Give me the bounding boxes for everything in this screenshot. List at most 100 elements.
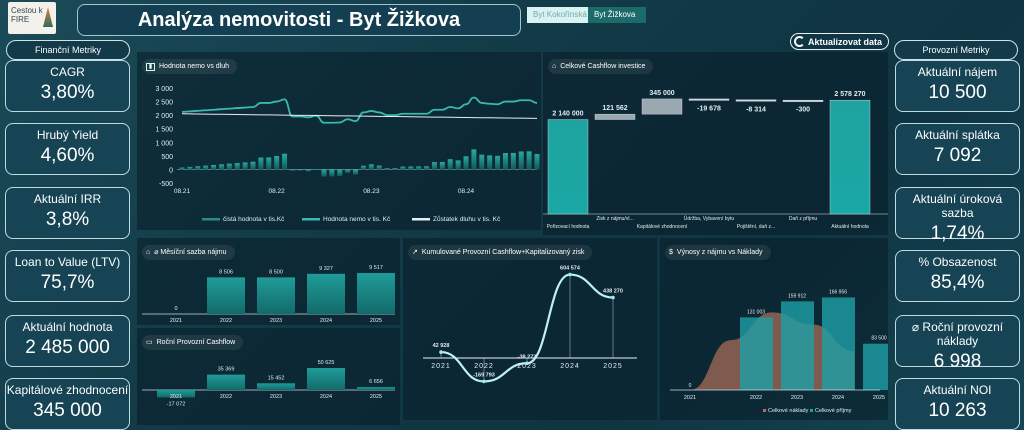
data-label: -38 273 <box>518 354 537 360</box>
net-value-bar <box>345 169 351 173</box>
tab-byt-kokorinska[interactable]: Byt Kokořínská <box>527 7 593 23</box>
metric-value: 10 263 <box>928 400 987 421</box>
y-tick-label: 500 <box>161 154 173 161</box>
data-label: -17 072 <box>167 401 186 407</box>
data-label: 42 928 <box>433 343 450 349</box>
net-value-bar <box>218 164 224 170</box>
category-label: 2023 <box>791 395 803 401</box>
net-value-bar <box>408 166 414 170</box>
metric-card: Aktuální nájem 10 500 <box>895 60 1020 112</box>
metric-card: Aktuální NOI 10 263 <box>895 378 1020 430</box>
data-label: 345 000 <box>649 90 674 97</box>
net-value-bar <box>289 169 295 171</box>
data-label: -8 314 <box>746 106 766 113</box>
net-value-bar <box>479 154 485 170</box>
category-label: Pojištění, daň z... <box>737 224 775 230</box>
x-tick-label: 08.22 <box>269 188 286 195</box>
title-text: Roční Provozní Cashflow <box>156 339 236 346</box>
panel-title: ▮ Hodnota nemo vs dluh <box>142 59 238 74</box>
bar <box>157 390 195 398</box>
metric-value: 2 485 000 <box>25 337 110 358</box>
metric-value: 10 500 <box>928 82 987 103</box>
cash-icon: ▭ <box>146 339 153 346</box>
waterfall-bar <box>688 98 730 101</box>
waterfall-bar <box>547 119 589 215</box>
category-label: 2022 <box>474 363 494 370</box>
data-label: 0 <box>689 383 692 389</box>
data-point <box>611 295 615 300</box>
metric-card: CAGR 3,80% <box>5 60 130 112</box>
tab-byt-zizkova[interactable]: Byt Žižkova <box>588 7 646 23</box>
data-label: -169 793 <box>473 372 495 378</box>
net-value-bar <box>226 163 232 170</box>
net-value-bar <box>384 168 390 170</box>
bar-chart-icon: ▮ <box>146 62 155 71</box>
data-label: -19 678 <box>697 105 721 112</box>
metric-label: Kapitálové zhodnocení <box>6 383 129 397</box>
data-point <box>568 272 572 277</box>
cashflow-panel: ▭ Roční Provozní Cashflow -17 072 2021 35 3… <box>137 328 400 425</box>
net-value-bar <box>439 161 445 170</box>
metric-value: 345 000 <box>33 400 102 421</box>
bar <box>207 374 245 390</box>
legend-label: čistá hodnota v tis.Kč <box>223 216 285 223</box>
debt-balance-line <box>181 113 538 119</box>
rent-panel: ⌂ ⌀ Měsíční sazba nájmu 0 2021 8 506 2022 8 5… <box>137 238 400 325</box>
net-value-bar <box>337 169 343 177</box>
net-value-bar <box>305 169 311 172</box>
line-chart-icon: ↗ <box>412 249 418 256</box>
data-label: 50 625 <box>318 360 335 366</box>
refresh-data-button[interactable]: Aktualizovat data <box>790 33 890 50</box>
data-label: 131 003 <box>747 309 765 315</box>
metric-label: CAGR <box>50 65 85 79</box>
logo: Cestou k FIRE <box>8 2 56 34</box>
metric-label: Hrubý Yield <box>36 128 99 142</box>
category-label: 2021 <box>684 395 696 401</box>
cumulative-panel: ↗ Kumulované Provozní Cashflow+Kapitalizo… <box>403 238 657 420</box>
logo-text: Cestou k FIRE <box>11 6 43 24</box>
data-label: 6 656 <box>369 379 383 385</box>
waterfall-bar <box>735 99 777 102</box>
metric-label: Aktuální IRR <box>33 192 102 206</box>
legend-swatch <box>302 218 320 221</box>
net-value-bar <box>502 153 508 170</box>
category-label: Kapitálové zhodnocení <box>637 224 688 230</box>
data-label: 604 574 <box>560 266 581 272</box>
net-value-bar <box>282 153 288 170</box>
title-text: Výnosy z nájmu vs Náklady <box>676 249 763 256</box>
metric-card: Aktuální IRR 3,8% <box>5 187 130 239</box>
category-label: Pořizovací hodnota <box>547 224 590 230</box>
income-bar <box>863 343 896 390</box>
flame-icon <box>43 7 53 27</box>
category-label: 2021 <box>170 318 182 324</box>
legend-label: Celkové příjmy <box>815 408 852 414</box>
dollar-icon: $ <box>669 249 673 256</box>
category-label: 2022 <box>750 395 762 401</box>
metric-value: 7 092 <box>933 145 982 166</box>
net-value-bar <box>424 166 430 170</box>
panel-title: ⌂ Celkové Cashflow investice <box>548 59 654 74</box>
value-vs-debt-panel: ▮ Hodnota nemo vs dluh 3 000 2 500 2 000 1 5… <box>137 52 541 230</box>
bar <box>307 368 345 390</box>
x-tick-label: 08.23 <box>363 188 380 195</box>
net-value-bar <box>518 151 524 170</box>
category-label: 2023 <box>270 394 282 400</box>
data-label: 438 270 <box>603 289 623 295</box>
data-label: 15 452 <box>268 375 285 381</box>
net-value-bar <box>455 160 461 170</box>
operating-metrics-heading: Provozní Metriky <box>894 40 1018 60</box>
income-bar <box>781 301 814 390</box>
legend-label: Zůstatek dluhu v tis. Kč <box>433 215 501 223</box>
metric-value: 85,4% <box>930 272 985 293</box>
category-label: 2025 <box>873 395 885 401</box>
waterfall-bar <box>594 113 636 120</box>
metric-value: 6 998 <box>933 351 982 372</box>
net-value-bar <box>242 162 248 170</box>
title-text: Hodnota nemo vs dluh <box>159 63 230 70</box>
category-label: Údržba, Vybavení bytu <box>684 215 735 222</box>
metric-value: 1,74% <box>930 223 985 244</box>
category-label: 2022 <box>220 394 232 400</box>
property-value-line <box>181 96 538 124</box>
metric-card: Aktuální úroková sazba 1,74% <box>895 187 1020 244</box>
net-value-bar <box>297 169 303 171</box>
